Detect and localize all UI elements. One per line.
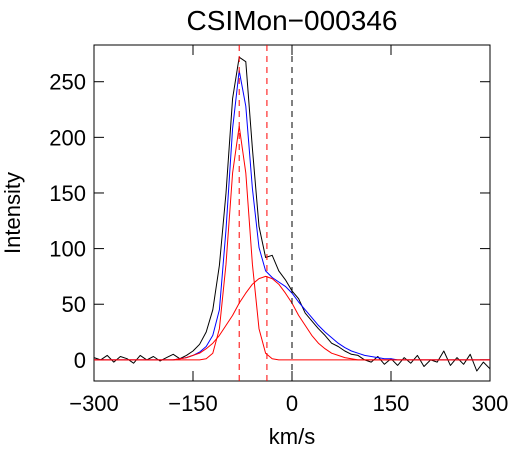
y-tick-label: 50 — [62, 292, 86, 317]
y-tick-label: 200 — [49, 125, 86, 150]
y-axis-label: Intensity — [0, 172, 25, 254]
x-tick-label: 300 — [472, 391, 509, 416]
x-tick-label: 0 — [286, 391, 298, 416]
x-axis-label: km/s — [269, 424, 315, 449]
chart-title: CSIMon−000346 — [187, 5, 398, 36]
x-tick-label: −300 — [69, 391, 119, 416]
x-tick-label: 150 — [373, 391, 410, 416]
y-tick-label: 0 — [74, 348, 86, 373]
x-tick-label: −150 — [168, 391, 218, 416]
y-tick-label: 100 — [49, 237, 86, 262]
y-tick-label: 250 — [49, 70, 86, 95]
y-tick-label: 150 — [49, 181, 86, 206]
